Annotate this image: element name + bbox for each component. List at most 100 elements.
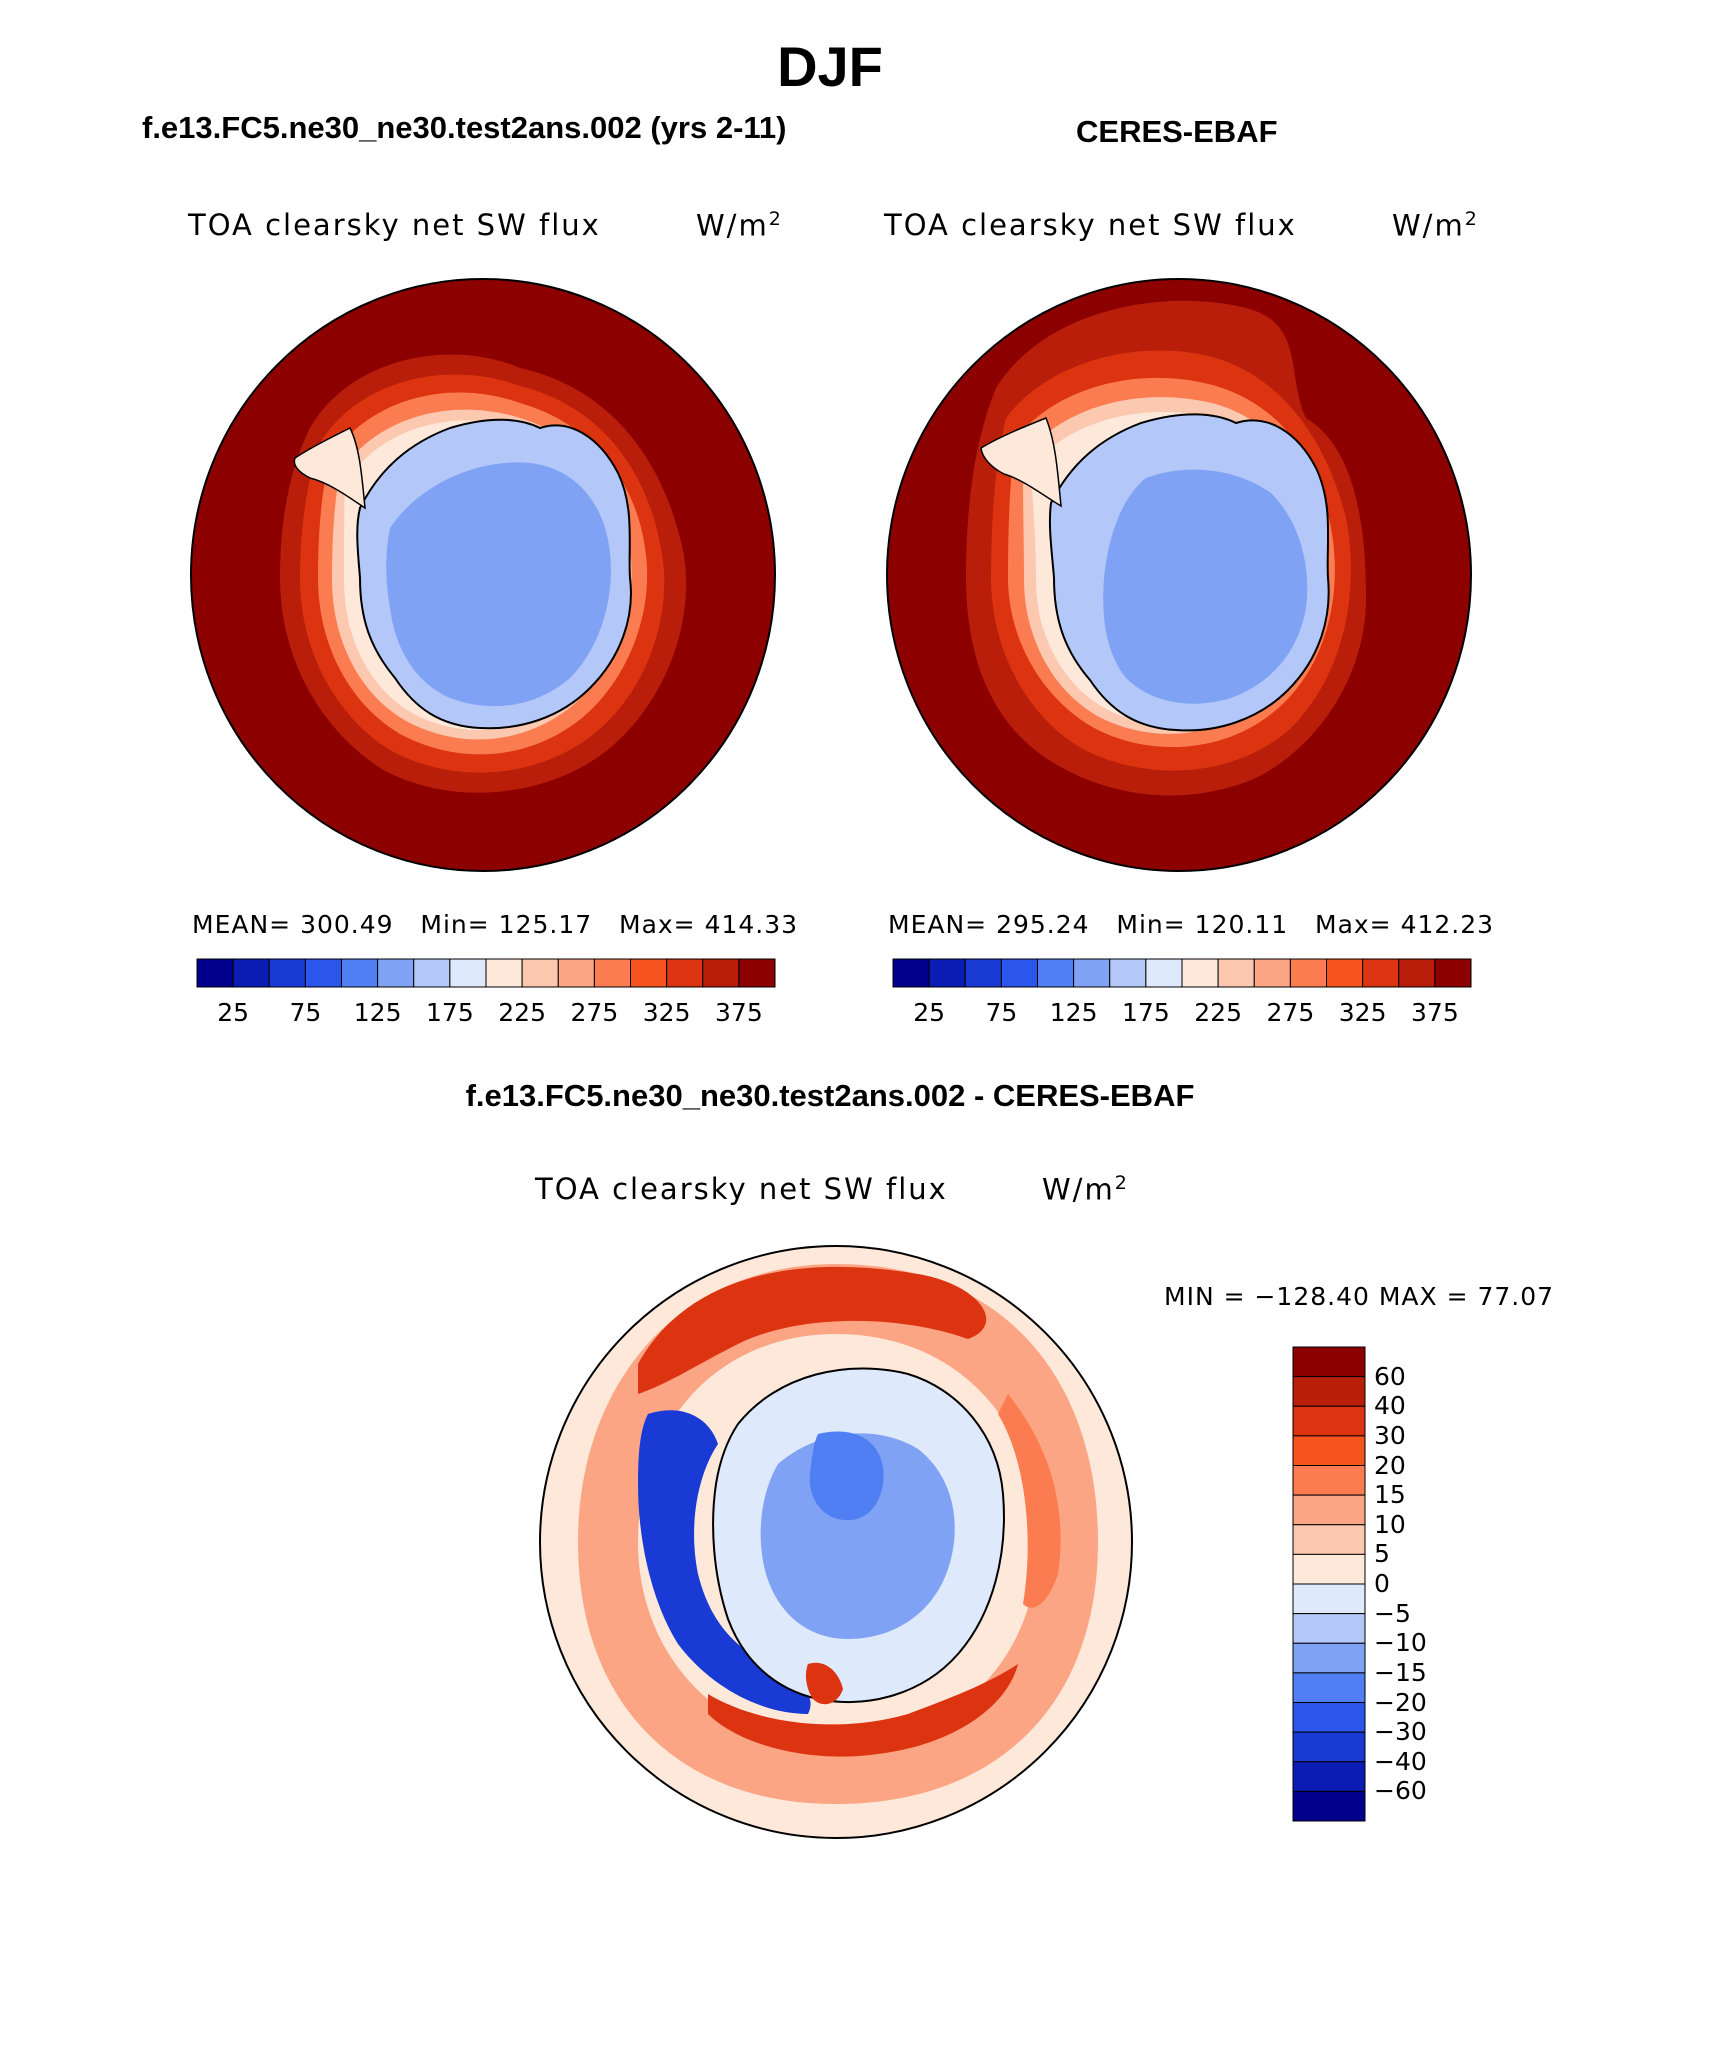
diff-colorbar-box: [1292, 1613, 1366, 1644]
diff-colorbar-box: [1292, 1761, 1366, 1792]
model-units-base: W/m: [696, 208, 769, 243]
obs-colorbar-tick-label: 325: [1338, 998, 1387, 1027]
diff-colorbar-tick-label: −20: [1374, 1687, 1427, 1717]
obs-units-base: W/m: [1392, 208, 1465, 243]
model-colorbar-tick-label: 175: [426, 998, 474, 1027]
model-colorbar-tick-label: 375: [715, 998, 763, 1027]
obs-max-label: Max=: [1315, 910, 1392, 939]
obs-colorbar-tick-label: 25: [913, 998, 946, 1027]
diff-case-title: f.e13.FC5.ne30_ne30.test2ans.002 - CERES…: [465, 1078, 1195, 1113]
obs-colorbar-box: [1434, 958, 1472, 988]
obs-map-border: [886, 278, 1472, 872]
model-min-value: 125.17: [498, 910, 593, 939]
diff-colorbar-tick-label: 20: [1374, 1450, 1406, 1480]
model-mean-label: MEAN=: [192, 910, 292, 939]
obs-colorbar-box: [1217, 958, 1255, 988]
model-map-border: [190, 278, 776, 872]
model-colorbar-tick-label: 125: [353, 998, 402, 1027]
model-variable-label: TOA clearsky net SW flux: [188, 208, 601, 242]
obs-min-label: Min=: [1116, 910, 1186, 939]
model-colorbar-box: [702, 958, 740, 988]
model-colorbar-tick-label: 225: [498, 998, 546, 1027]
obs-colorbar-tick-label: 125: [1049, 998, 1098, 1027]
model-colorbar-box: [196, 958, 234, 988]
diff-colorbar-tick-label: 5: [1374, 1539, 1390, 1569]
diff-variable-label: TOA clearsky net SW flux: [535, 1172, 948, 1206]
diff-map: [539, 1245, 1133, 1839]
diff-colorbar-tick-label: 10: [1374, 1509, 1406, 1539]
model-stats: MEAN= 300.49 Min= 125.17 Max= 414.33: [192, 910, 798, 939]
model-colorbar-box: [485, 958, 523, 988]
diff-colorbar-box: [1292, 1494, 1366, 1526]
diff-colorbar-tick-label: −40: [1374, 1746, 1427, 1776]
model-mean-value: 300.49: [300, 910, 394, 939]
main-title: DJF: [777, 35, 883, 98]
obs-colorbar-tick-label: 375: [1411, 998, 1459, 1027]
obs-colorbar-box: [1398, 958, 1436, 988]
diff-units-label: W/m2: [1042, 1172, 1127, 1207]
diff-interior-blue: [760, 1433, 955, 1639]
obs-colorbar-box: [1181, 958, 1219, 988]
model-peninsula: [293, 426, 366, 510]
diff-west-blue: [638, 1410, 811, 1714]
obs-units-exp: 2: [1464, 208, 1477, 230]
obs-continent-interior: [1103, 469, 1308, 704]
model-colorbar-tick-label: 75: [289, 998, 322, 1027]
model-colorbar-tick-label: 325: [642, 998, 691, 1027]
obs-mean-value: 295.24: [996, 910, 1090, 939]
obs-stats: MEAN= 295.24 Min= 120.11 Max= 412.23: [888, 910, 1494, 939]
model-colorbar-box: [232, 958, 270, 988]
model-continent-interior: [386, 462, 611, 707]
model-units-exp: 2: [768, 208, 781, 230]
model-colorbar-box: [666, 958, 704, 988]
diff-minmax: MIN = −128.40 MAX = 77.07: [1164, 1282, 1555, 1311]
obs-colorbar-box: [1362, 958, 1400, 988]
diff-colorbar-tick-label: 15: [1374, 1480, 1406, 1510]
obs-colorbar-tick-label: 275: [1266, 998, 1315, 1027]
diff-colorbar-box: [1292, 1642, 1366, 1674]
diff-colorbar-box: [1292, 1583, 1366, 1615]
model-colorbar-box: [593, 958, 631, 988]
model-case-title: f.e13.FC5.ne30_ne30.test2ans.002 (yrs 2-…: [142, 110, 787, 145]
obs-colorbar-tick-label: 225: [1194, 998, 1242, 1027]
diff-colorbar-box: [1292, 1553, 1366, 1585]
model-colorbar-box: [304, 958, 342, 988]
diff-colorbar-box: [1292, 1731, 1366, 1763]
obs-colorbar-box: [1145, 958, 1183, 988]
model-colorbar-box: [377, 958, 415, 988]
diff-colorbar-box: [1292, 1524, 1366, 1555]
diff-colorbar-box: [1292, 1672, 1366, 1703]
obs-variable-label: TOA clearsky net SW flux: [884, 208, 1297, 242]
model-map: [190, 278, 776, 872]
obs-colorbar-labels: 25 75 125 175 225 275 325 375: [892, 998, 1472, 1030]
obs-colorbar-box: [1253, 958, 1291, 988]
model-colorbar: [196, 958, 776, 988]
diff-colorbar: [1292, 1346, 1366, 1822]
diff-colorbar-box: [1292, 1435, 1366, 1466]
diff-colorbar-box: [1292, 1790, 1366, 1822]
diff-colorbar-tick-label: −60: [1374, 1776, 1427, 1806]
diff-units-exp: 2: [1114, 1172, 1127, 1194]
obs-colorbar-box: [1037, 958, 1075, 988]
diff-colorbar-tick-label: 60: [1374, 1361, 1406, 1391]
model-colorbar-tick-label: 275: [570, 998, 619, 1027]
obs-colorbar-box: [1289, 958, 1327, 988]
model-colorbar-box: [557, 958, 595, 988]
model-colorbar-box: [413, 958, 451, 988]
obs-colorbar: [892, 958, 1472, 988]
model-colorbar-box: [449, 958, 487, 988]
model-max-label: Max=: [619, 910, 696, 939]
obs-units-label: W/m2: [1392, 208, 1477, 243]
obs-colorbar-box: [928, 958, 966, 988]
model-max-value: 414.33: [704, 910, 799, 939]
model-colorbar-box: [268, 958, 306, 988]
obs-colorbar-box: [892, 958, 930, 988]
diff-map-border: [539, 1245, 1133, 1839]
obs-mean-label: MEAN=: [888, 910, 988, 939]
diff-bottom-red-arc: [708, 1664, 1018, 1757]
model-colorbar-box: [521, 958, 559, 988]
diff-colorbar-box: [1292, 1465, 1366, 1496]
diff-ross-red: [805, 1662, 843, 1705]
obs-case-title: CERES-EBAF: [1076, 114, 1278, 149]
model-colorbar-tick-label: 25: [217, 998, 250, 1027]
